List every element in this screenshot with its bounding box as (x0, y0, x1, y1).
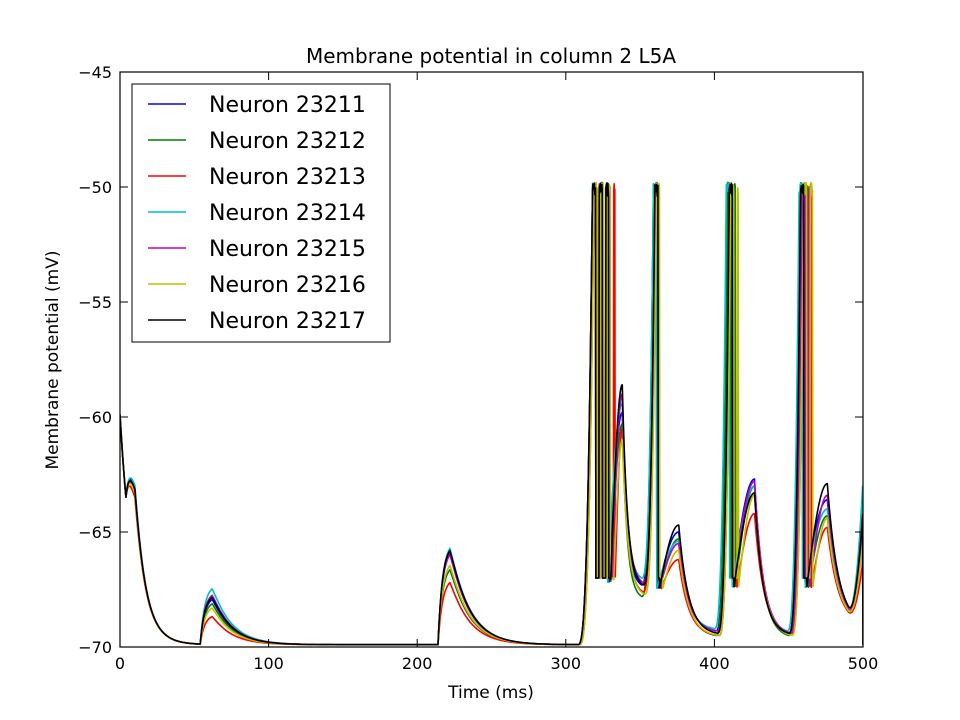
y-tick-label: −50 (78, 178, 112, 197)
plot-area-frame (119, 71, 864, 648)
x-tick-label: 300 (551, 654, 582, 673)
x-tick-label: 100 (253, 654, 284, 673)
series-layer (120, 181, 863, 646)
legend-label: Neuron 23214 (209, 201, 366, 226)
y-tick-label: −45 (78, 63, 112, 82)
axis-ticks: 0 100 200 300 400 500 −70 −65 −60 −55 −50 −45 (78, 63, 878, 673)
y-tick-label: −70 (78, 638, 112, 657)
x-tick-label: 400 (699, 654, 730, 673)
x-tick-label: 200 (402, 654, 433, 673)
chart-title: Membrane potential in column 2 L5A (306, 44, 676, 68)
y-tick-label: −55 (78, 293, 112, 312)
legend-box (131, 83, 391, 343)
legend-label: Neuron 23213 (209, 165, 366, 190)
y-axis-label: Membrane potential (mV) (43, 251, 63, 470)
legend-label: Neuron 23217 (209, 309, 366, 334)
y-tick-label: −65 (78, 523, 112, 542)
x-tick-label: 0 (115, 654, 125, 673)
x-tick-label: 500 (848, 654, 879, 673)
legend: Neuron 23211 Neuron 23212 Neuron 23213 Neur… (131, 83, 391, 343)
legend-label: Neuron 23211 (209, 93, 366, 118)
y-tick-label: −60 (78, 408, 112, 427)
series-line-neuron-23216 (120, 181, 863, 646)
legend-label: Neuron 23212 (209, 129, 366, 154)
x-axis-label: Time (ms) (447, 683, 534, 703)
series-line-neuron-23217 (120, 182, 863, 646)
legend-label: Neuron 23216 (209, 273, 366, 298)
legend-label: Neuron 23215 (209, 237, 366, 262)
